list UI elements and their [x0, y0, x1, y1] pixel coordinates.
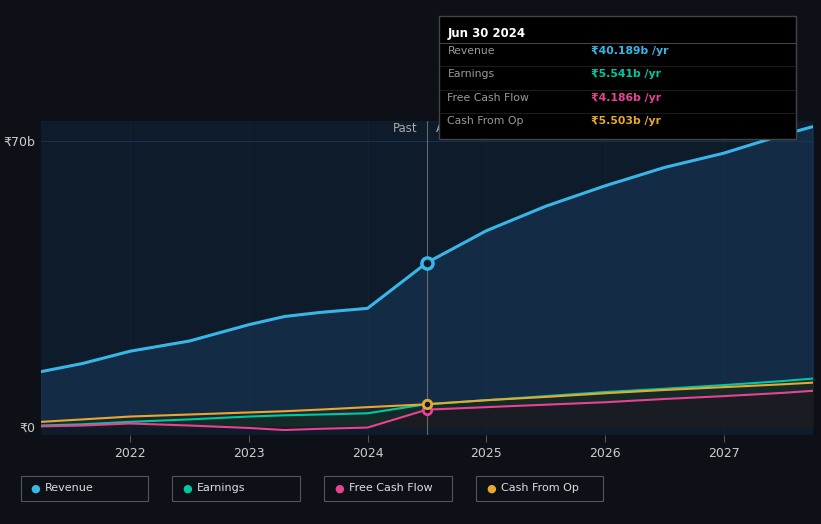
Text: Earnings: Earnings — [447, 70, 494, 80]
Text: Past: Past — [392, 122, 417, 135]
Text: Cash From Op: Cash From Op — [447, 116, 524, 126]
Text: ₹5.503b /yr: ₹5.503b /yr — [591, 116, 661, 126]
Text: ●: ● — [486, 483, 496, 494]
Text: Jun 30 2024: Jun 30 2024 — [447, 27, 525, 40]
Text: ●: ● — [30, 483, 40, 494]
Text: ₹5.541b /yr: ₹5.541b /yr — [591, 70, 661, 80]
Text: Earnings: Earnings — [197, 483, 245, 494]
Text: Cash From Op: Cash From Op — [501, 483, 579, 494]
Text: Revenue: Revenue — [447, 46, 495, 56]
Text: Free Cash Flow: Free Cash Flow — [447, 93, 530, 103]
Text: Free Cash Flow: Free Cash Flow — [349, 483, 433, 494]
Text: Analysts Forecasts: Analysts Forecasts — [437, 122, 546, 135]
Text: ●: ● — [334, 483, 344, 494]
Text: Revenue: Revenue — [45, 483, 94, 494]
Text: ●: ● — [182, 483, 192, 494]
Text: ₹40.189b /yr: ₹40.189b /yr — [591, 46, 668, 56]
Text: ₹4.186b /yr: ₹4.186b /yr — [591, 93, 661, 103]
